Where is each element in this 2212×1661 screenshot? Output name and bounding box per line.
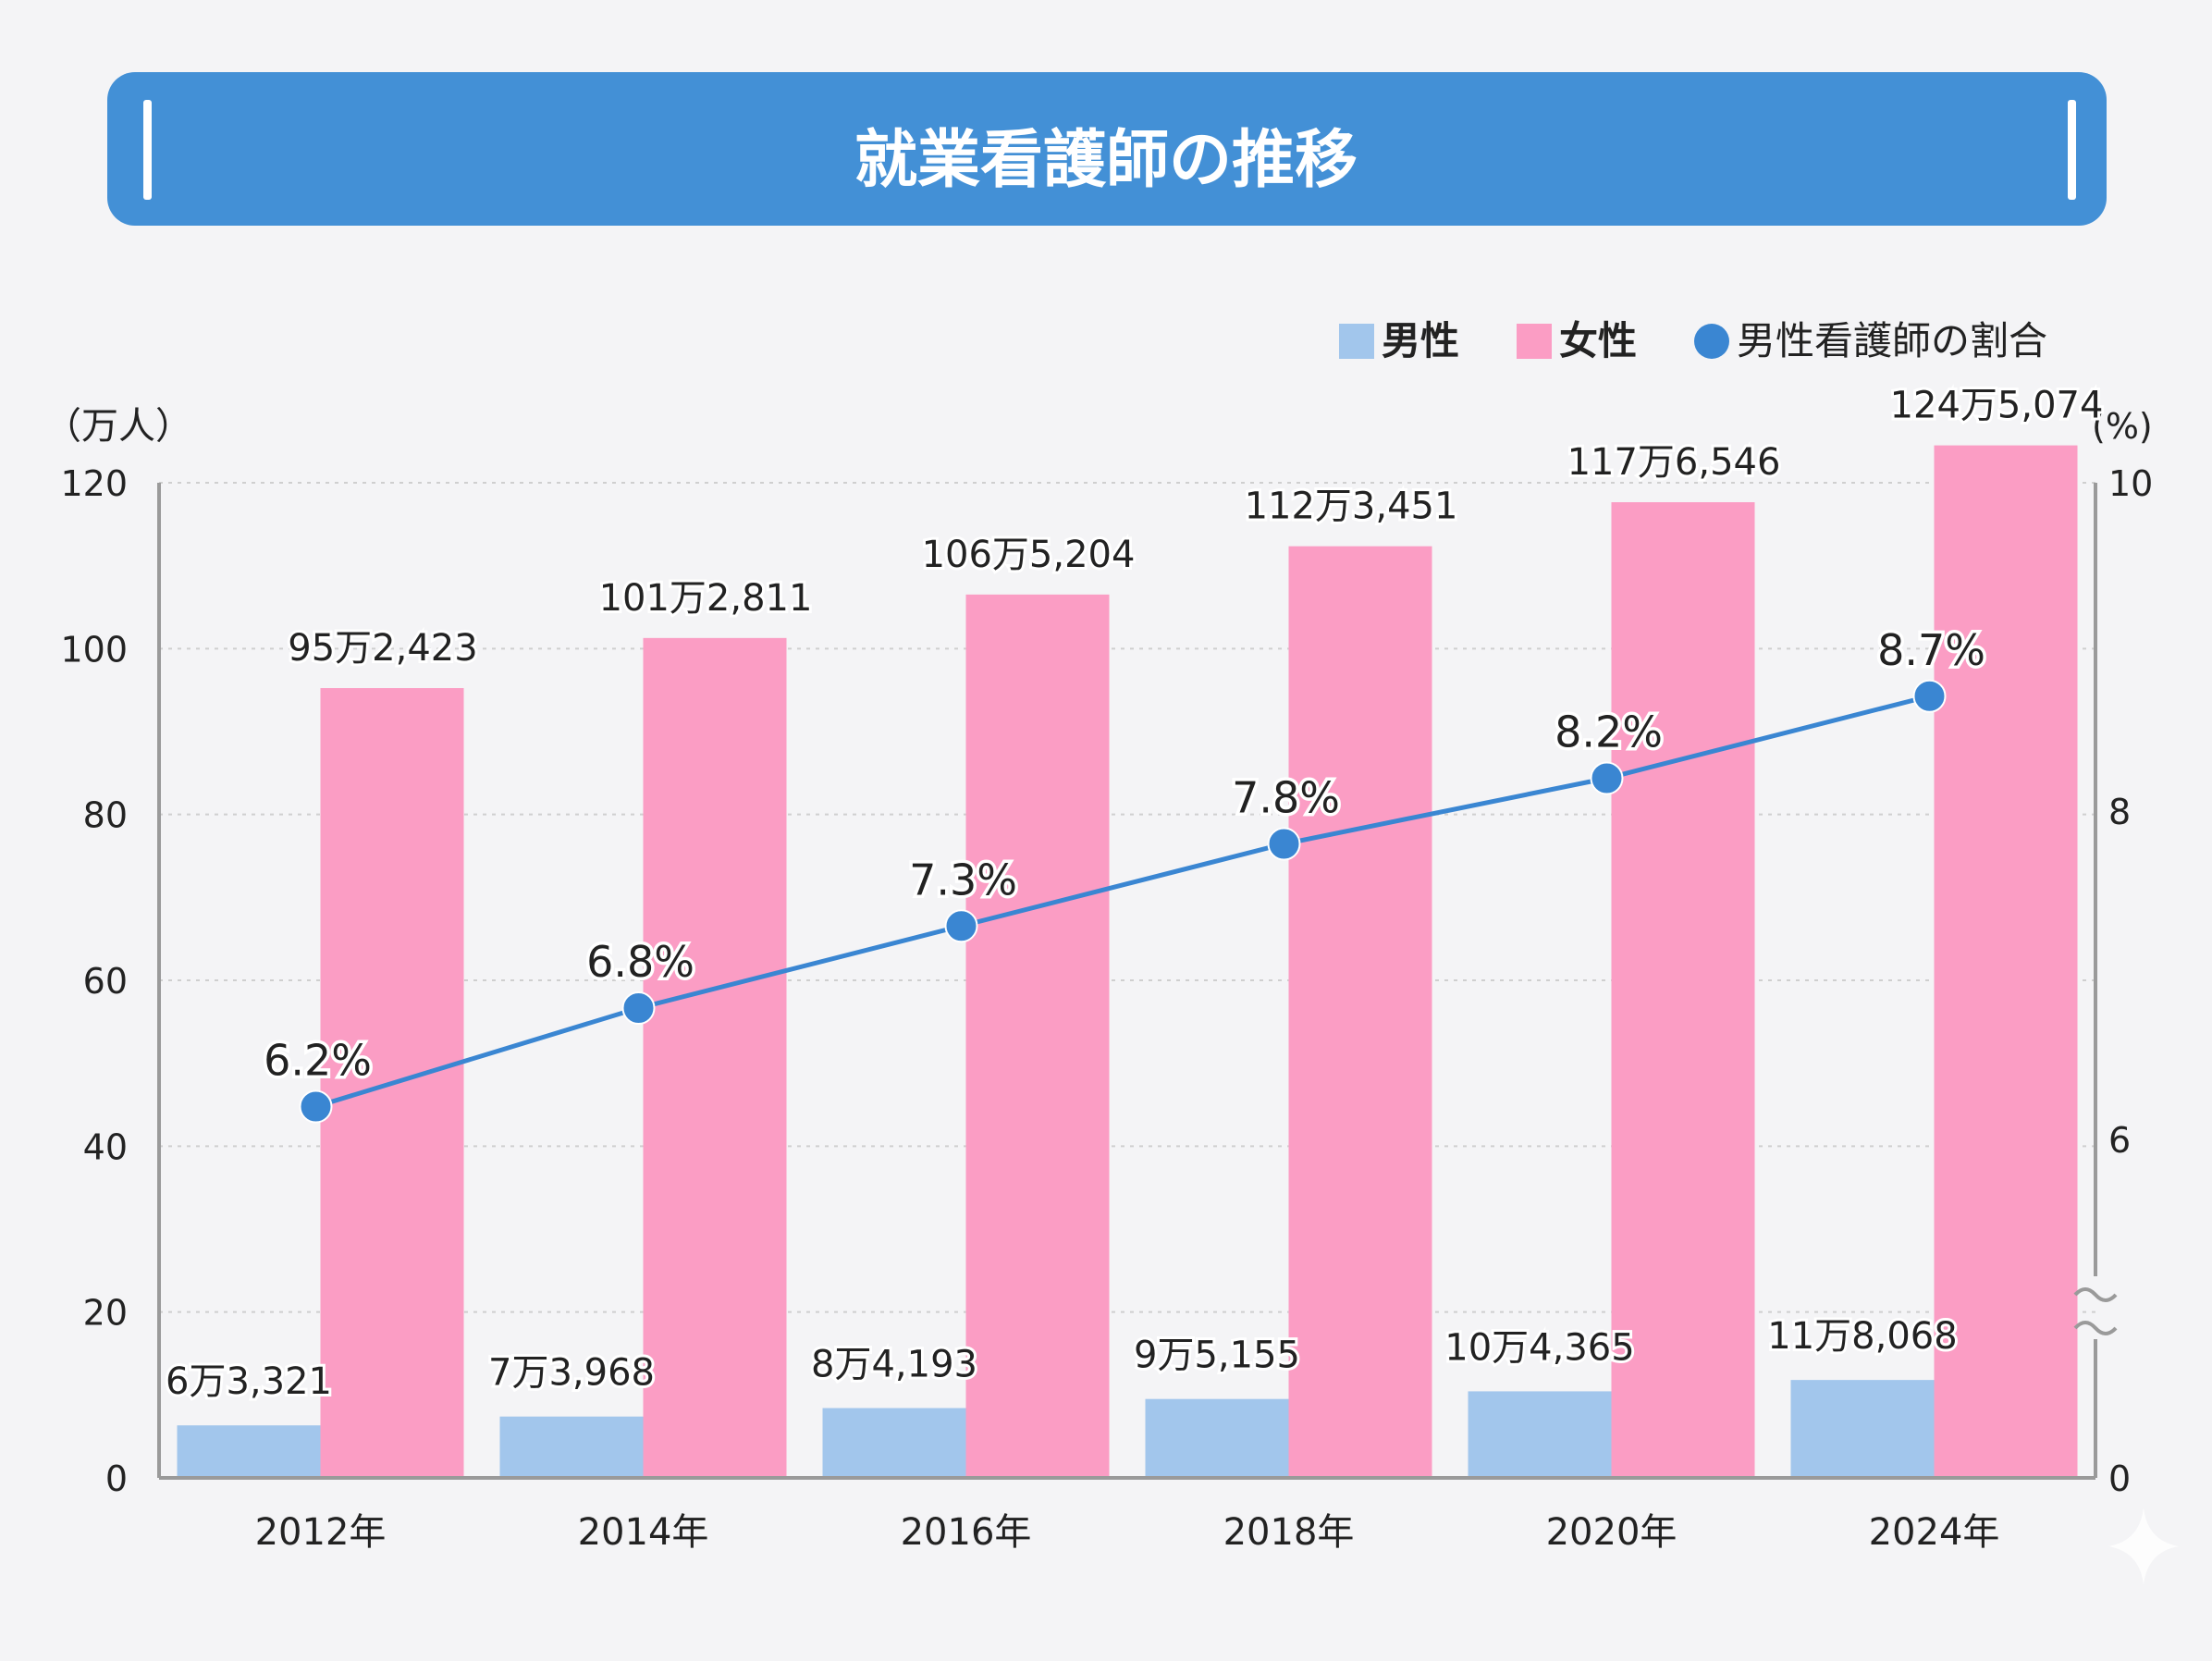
x-tick-label-5: 2020年 (1546, 1511, 1677, 1554)
ratio-point-5 (1590, 761, 1624, 795)
data-label-male-5: 10万4,365 (1444, 1326, 1634, 1369)
data-label-female-1: 95万2,423 (288, 627, 477, 670)
data-label-female-3: 106万5,204 (922, 534, 1136, 576)
x-tick-label-6: 2024年 (1869, 1511, 2000, 1554)
ratio-point-4 (1267, 827, 1301, 861)
bar-female-5 (1611, 502, 1755, 1478)
data-label-male-6: 11万8,068 (1767, 1315, 1957, 1358)
chart-title: 就業看護師の推移 (854, 124, 1358, 197)
bar-male-6 (1790, 1380, 1935, 1478)
title-bar-left (143, 100, 152, 200)
bar-male-2 (499, 1416, 644, 1478)
bar-male-5 (1468, 1391, 1612, 1478)
y-right-tick-label: 6 (2108, 1120, 2131, 1161)
bar-female-2 (643, 637, 787, 1478)
ratio-line (314, 694, 1931, 1109)
bar-female-4 (1288, 546, 1432, 1478)
bar-male-1 (177, 1425, 321, 1478)
legend-swatch-1 (1339, 324, 1374, 359)
y-right-tick-label: 0 (2108, 1458, 2131, 1499)
data-label-female-2: 101万2,811 (599, 577, 813, 620)
y-left-tick-label: 120 (60, 463, 128, 504)
ratio-label-1: 6.2% (264, 1036, 372, 1086)
ratio-label-5: 8.2% (1555, 707, 1663, 757)
legend-swatch-3 (1694, 324, 1729, 359)
ratio-label-2: 6.8% (586, 937, 694, 987)
bar-male-3 (822, 1408, 966, 1478)
legend-label-1: 男性 (1382, 318, 1459, 363)
y-left-tick-label: 40 (83, 1126, 128, 1167)
data-label-female-6: 124万5,074 (1890, 385, 2104, 427)
ratio-label-6: 8.7% (1877, 625, 1985, 675)
data-label-female-4: 112万3,451 (1245, 486, 1458, 528)
ratio-label-3: 7.3% (909, 855, 1017, 904)
ratio-point-2 (621, 991, 656, 1025)
data-label-male-2: 7万3,968 (488, 1352, 655, 1395)
x-tick-label-4: 2018年 (1223, 1511, 1355, 1554)
y-right-unit-label: (%) (2092, 406, 2153, 447)
data-label-male-4: 9万5,155 (1134, 1335, 1300, 1377)
sparkle-icon (2108, 1507, 2179, 1585)
y-right-tick-label: 10 (2108, 463, 2153, 504)
bar-male-4 (1145, 1398, 1289, 1478)
data-label-male-3: 8万4,193 (811, 1344, 977, 1386)
axis-break-mark-top (2073, 1287, 2118, 1302)
legend-label-2: 女性 (1559, 318, 1637, 363)
y-left-tick-label: 100 (60, 629, 128, 670)
y-left-tick-label: 0 (105, 1458, 128, 1499)
x-tick-label-2: 2014年 (578, 1511, 709, 1554)
x-tick-label-1: 2012年 (255, 1511, 387, 1554)
bar-female-3 (965, 594, 1110, 1478)
data-label-female-5: 117万6,546 (1567, 441, 1781, 484)
ratio-label-4: 7.8% (1232, 773, 1340, 823)
ratio-point-1 (299, 1089, 333, 1124)
title-bar-right (2068, 100, 2076, 200)
bar-female-6 (1934, 445, 2078, 1479)
y-left-unit-label: （万人） (44, 405, 192, 448)
ratio-point-6 (1912, 679, 1947, 713)
y-left-tick-label: 20 (83, 1293, 128, 1334)
y-left-tick-label: 80 (83, 795, 128, 836)
legend-swatch-2 (1517, 324, 1552, 359)
title-banner (107, 72, 2107, 226)
y-left-tick-label: 60 (83, 961, 128, 1002)
data-label-male-1: 6万3,321 (166, 1360, 332, 1403)
ratio-point-3 (944, 909, 978, 943)
x-tick-label-3: 2016年 (901, 1511, 1032, 1554)
axis-break-mark-bottom (2073, 1321, 2118, 1335)
legend-label-3: 男性看護師の割合 (1737, 318, 2047, 363)
y-right-tick-label: 8 (2108, 792, 2131, 832)
